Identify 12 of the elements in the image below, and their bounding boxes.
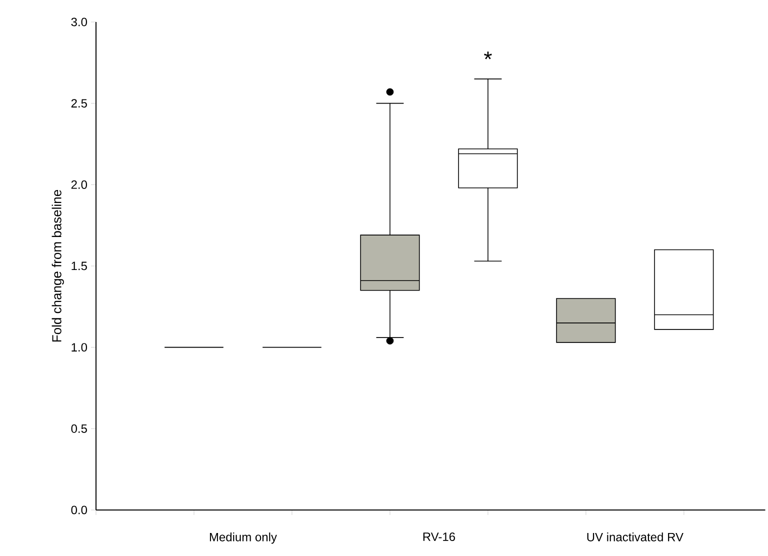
y-tick-label: 0.0 xyxy=(71,506,88,514)
x-tick-label: Medium only xyxy=(210,532,277,544)
y-tick-label: 1.0 xyxy=(72,343,88,352)
y-axis-title: Fold change from baseline xyxy=(52,190,64,342)
annotation: * xyxy=(484,52,492,60)
x-tick-label: RV-16 xyxy=(423,532,455,542)
y-tick-label: 1.5 xyxy=(72,262,87,270)
x-tick-label: UV inactivated RV xyxy=(587,532,684,542)
y-tick-label: 2.5 xyxy=(71,99,87,108)
y-tick-label: 0.5 xyxy=(71,424,87,433)
y-tick-label: 3.0 xyxy=(71,18,88,26)
y-tick-label: 2.0 xyxy=(71,180,88,189)
